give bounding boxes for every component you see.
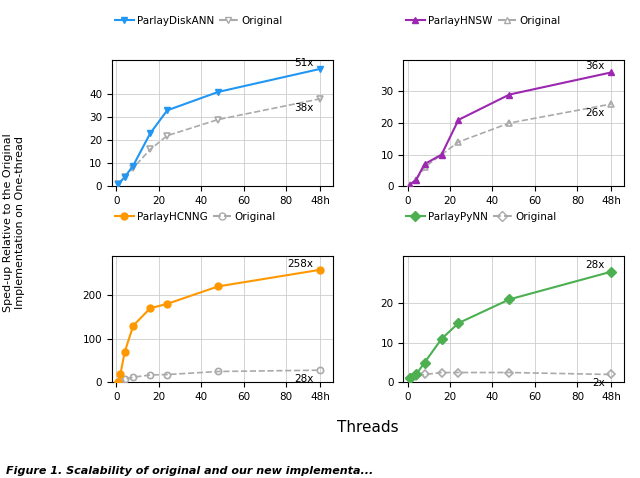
- Text: 36x: 36x: [586, 61, 605, 71]
- Text: 2x: 2x: [592, 378, 605, 388]
- Text: 28x: 28x: [294, 374, 314, 384]
- Text: 38x: 38x: [294, 103, 314, 113]
- Text: 258x: 258x: [287, 259, 314, 269]
- Legend: ParlayHNSW, Original: ParlayHNSW, Original: [402, 12, 565, 30]
- Text: 28x: 28x: [586, 261, 605, 271]
- Text: Sped-up Relative to the Original
Implementation on One-thread: Sped-up Relative to the Original Impleme…: [3, 133, 25, 312]
- Legend: ParlayHCNNG, Original: ParlayHCNNG, Original: [111, 208, 280, 226]
- Text: Figure 1. Scalability of original and our new implementa...: Figure 1. Scalability of original and ou…: [6, 466, 374, 476]
- Text: 26x: 26x: [586, 108, 605, 118]
- Legend: ParlayPyNN, Original: ParlayPyNN, Original: [402, 208, 560, 226]
- Text: Threads: Threads: [337, 420, 399, 435]
- Text: 51x: 51x: [294, 58, 314, 68]
- Legend: ParlayDiskANN, Original: ParlayDiskANN, Original: [111, 12, 286, 30]
